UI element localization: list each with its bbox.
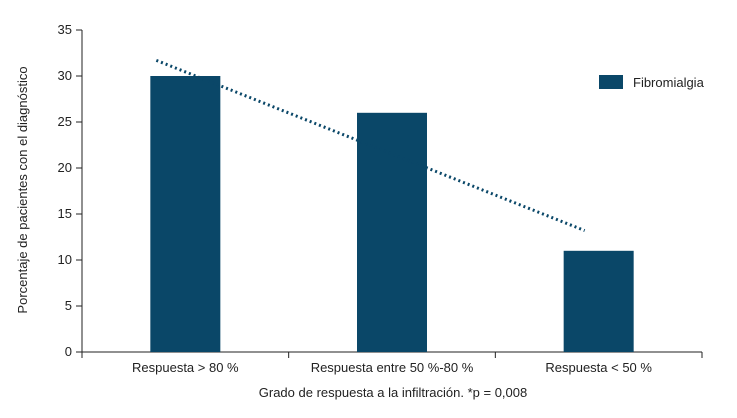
trendline-group xyxy=(155,58,586,232)
y-tick-label: 20 xyxy=(58,160,72,175)
y-tick-label: 0 xyxy=(65,344,72,359)
x-tick-label: Respuesta entre 50 %-80 % xyxy=(311,360,474,375)
y-tick-label: 25 xyxy=(58,114,72,129)
legend: Fibromialgia xyxy=(599,75,705,90)
legend-swatch xyxy=(599,75,623,89)
y-tick-label: 30 xyxy=(58,68,72,83)
bar xyxy=(357,112,427,352)
y-axis-label: Porcentaje de pacientes con el diagnósti… xyxy=(15,66,30,313)
x-axis-label: Grado de respuesta a la infiltración. *p… xyxy=(259,385,527,400)
y-tick-label: 5 xyxy=(65,298,72,313)
x-tick-label: Respuesta < 50 % xyxy=(545,360,652,375)
bar xyxy=(563,250,634,352)
legend-label: Fibromialgia xyxy=(633,75,705,90)
y-tick-label: 10 xyxy=(58,252,72,267)
trendline xyxy=(155,58,586,232)
bars xyxy=(150,76,634,352)
y-axis: 0 5 10 15 20 25 30 35 xyxy=(58,22,83,359)
x-axis: Respuesta > 80 % Respuesta entre 50 %-80 … xyxy=(81,351,703,375)
y-tick-label: 15 xyxy=(58,206,72,221)
bar xyxy=(150,76,221,352)
y-tick-label: 35 xyxy=(58,22,72,37)
x-tick-label: Respuesta > 80 % xyxy=(132,360,239,375)
